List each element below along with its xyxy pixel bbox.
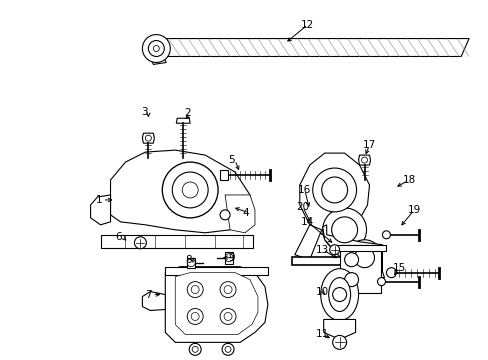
Polygon shape — [323, 319, 355, 339]
Circle shape — [222, 343, 234, 355]
Circle shape — [386, 268, 396, 278]
Circle shape — [220, 282, 236, 298]
Circle shape — [191, 285, 199, 293]
Circle shape — [172, 172, 208, 208]
Circle shape — [182, 182, 198, 198]
Polygon shape — [322, 225, 384, 280]
Circle shape — [145, 135, 151, 141]
Circle shape — [331, 217, 357, 243]
Circle shape — [220, 210, 229, 220]
Circle shape — [332, 336, 346, 349]
Circle shape — [346, 240, 382, 276]
Polygon shape — [334, 245, 386, 251]
Polygon shape — [187, 258, 195, 268]
Text: 20: 20 — [295, 202, 308, 212]
Circle shape — [153, 45, 159, 51]
Polygon shape — [299, 153, 369, 235]
Circle shape — [187, 259, 195, 267]
Text: 14: 14 — [300, 217, 313, 227]
Circle shape — [191, 312, 199, 320]
Circle shape — [134, 237, 146, 249]
Text: 7: 7 — [145, 289, 152, 300]
Polygon shape — [224, 195, 254, 233]
Polygon shape — [176, 118, 190, 123]
Text: 9: 9 — [227, 253, 234, 263]
Circle shape — [322, 208, 366, 252]
Polygon shape — [175, 273, 258, 334]
Polygon shape — [339, 245, 381, 293]
Polygon shape — [90, 195, 110, 225]
Polygon shape — [358, 155, 370, 165]
Text: 19: 19 — [407, 205, 420, 215]
Polygon shape — [110, 150, 249, 233]
Text: 12: 12 — [300, 19, 313, 30]
Circle shape — [344, 273, 358, 287]
Text: 4: 4 — [242, 208, 248, 218]
Polygon shape — [146, 39, 166, 64]
Text: 1: 1 — [95, 195, 102, 205]
Text: 15: 15 — [392, 263, 405, 273]
Text: 10: 10 — [315, 287, 328, 297]
Polygon shape — [142, 133, 154, 143]
Polygon shape — [291, 257, 371, 265]
Circle shape — [148, 41, 164, 57]
Text: 17: 17 — [362, 140, 375, 150]
Text: 6: 6 — [115, 232, 122, 242]
Circle shape — [354, 248, 374, 268]
Circle shape — [382, 231, 389, 239]
Ellipse shape — [328, 278, 350, 311]
Circle shape — [321, 177, 347, 203]
Text: 16: 16 — [297, 185, 310, 195]
Polygon shape — [224, 252, 233, 264]
Polygon shape — [220, 170, 227, 180]
Circle shape — [332, 288, 346, 302]
Circle shape — [192, 346, 198, 352]
Text: 2: 2 — [184, 108, 190, 118]
Circle shape — [224, 254, 233, 262]
Circle shape — [224, 285, 232, 293]
Text: 8: 8 — [185, 255, 191, 265]
Circle shape — [162, 162, 218, 218]
Circle shape — [142, 35, 170, 62]
Circle shape — [224, 346, 230, 352]
Polygon shape — [344, 223, 367, 255]
Circle shape — [312, 168, 356, 212]
Polygon shape — [158, 39, 468, 57]
Text: 3: 3 — [141, 107, 148, 117]
Text: 11: 11 — [315, 329, 328, 339]
Text: 13: 13 — [315, 245, 328, 255]
Circle shape — [220, 309, 236, 324]
Polygon shape — [165, 267, 267, 275]
Circle shape — [329, 245, 339, 255]
Circle shape — [187, 309, 203, 324]
Circle shape — [189, 343, 201, 355]
Circle shape — [224, 312, 232, 320]
Polygon shape — [294, 225, 321, 260]
Circle shape — [377, 278, 385, 285]
Ellipse shape — [320, 269, 358, 320]
Text: 5: 5 — [227, 155, 234, 165]
Polygon shape — [165, 267, 267, 342]
Circle shape — [361, 157, 367, 163]
Circle shape — [187, 282, 203, 298]
Polygon shape — [142, 292, 165, 310]
Text: 18: 18 — [402, 175, 415, 185]
Polygon shape — [101, 235, 252, 248]
Circle shape — [344, 253, 358, 267]
